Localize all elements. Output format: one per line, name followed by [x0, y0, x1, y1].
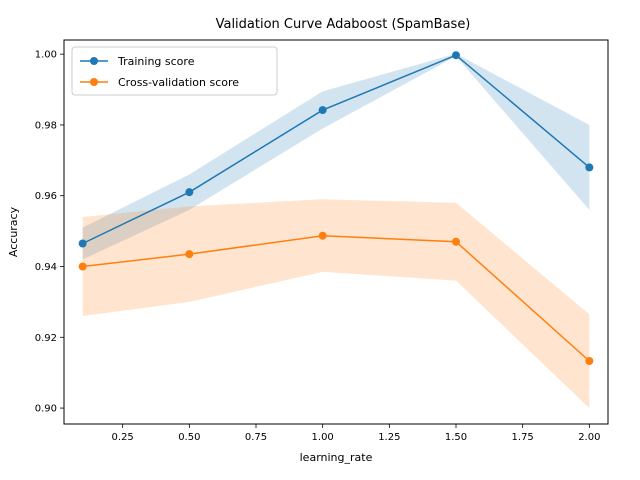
x-tick-label-3: 1.00 [312, 432, 334, 443]
y-axis-label: Accuracy [7, 206, 20, 257]
x-tick-label-4: 1.25 [378, 432, 400, 443]
x-axis-label: learning_rate [300, 451, 373, 464]
series-0-point-0 [78, 239, 87, 248]
plot-area [78, 51, 594, 409]
series-0-point-3 [452, 51, 460, 60]
legend-box [71, 46, 278, 96]
series-1-point-2 [318, 231, 327, 240]
plot-content [78, 51, 594, 409]
legend-label-0: Training score [117, 55, 195, 68]
series-1-point-3 [452, 237, 460, 246]
legend: Training score Cross-validation score [71, 46, 278, 96]
x-tick-label-2: 0.75 [245, 432, 267, 443]
y-tick-label-1: 0.92 [35, 333, 57, 344]
series-0-point-2 [318, 106, 327, 115]
y-tick-label-2: 0.94 [35, 262, 57, 273]
axes: 0.25 0.50 0.75 1.00 1.25 1.50 1.75 2.00 0.90 0.92… [35, 50, 601, 443]
x-tick-label-6: 1.75 [512, 432, 534, 443]
y-tick-label-0: 0.90 [35, 404, 57, 415]
series-0-point-1 [185, 188, 194, 197]
series-0-band [82, 53, 590, 260]
x-tick-label-1: 0.50 [178, 432, 200, 443]
y-tick-label-5: 1.00 [35, 50, 57, 61]
series-0-point-4 [585, 163, 594, 172]
y-tick-label-3: 0.96 [35, 191, 57, 202]
chart-title: Validation Curve Adaboost (SpamBase) [216, 17, 471, 32]
series-1-point-1 [185, 250, 194, 259]
x-tick-label-5: 1.50 [445, 432, 467, 443]
legend-marker-0 [90, 57, 98, 65]
legend-label-1: Cross-validation score [118, 76, 239, 89]
series-1-point-0 [78, 262, 87, 271]
plot-frame [63, 39, 609, 425]
y-tick-label-4: 0.98 [35, 120, 57, 131]
series-1-point-4 [585, 357, 594, 366]
x-tick-label-0: 0.25 [112, 432, 134, 443]
legend-marker-1 [90, 78, 98, 86]
x-tick-label-7: 2.00 [578, 432, 600, 443]
